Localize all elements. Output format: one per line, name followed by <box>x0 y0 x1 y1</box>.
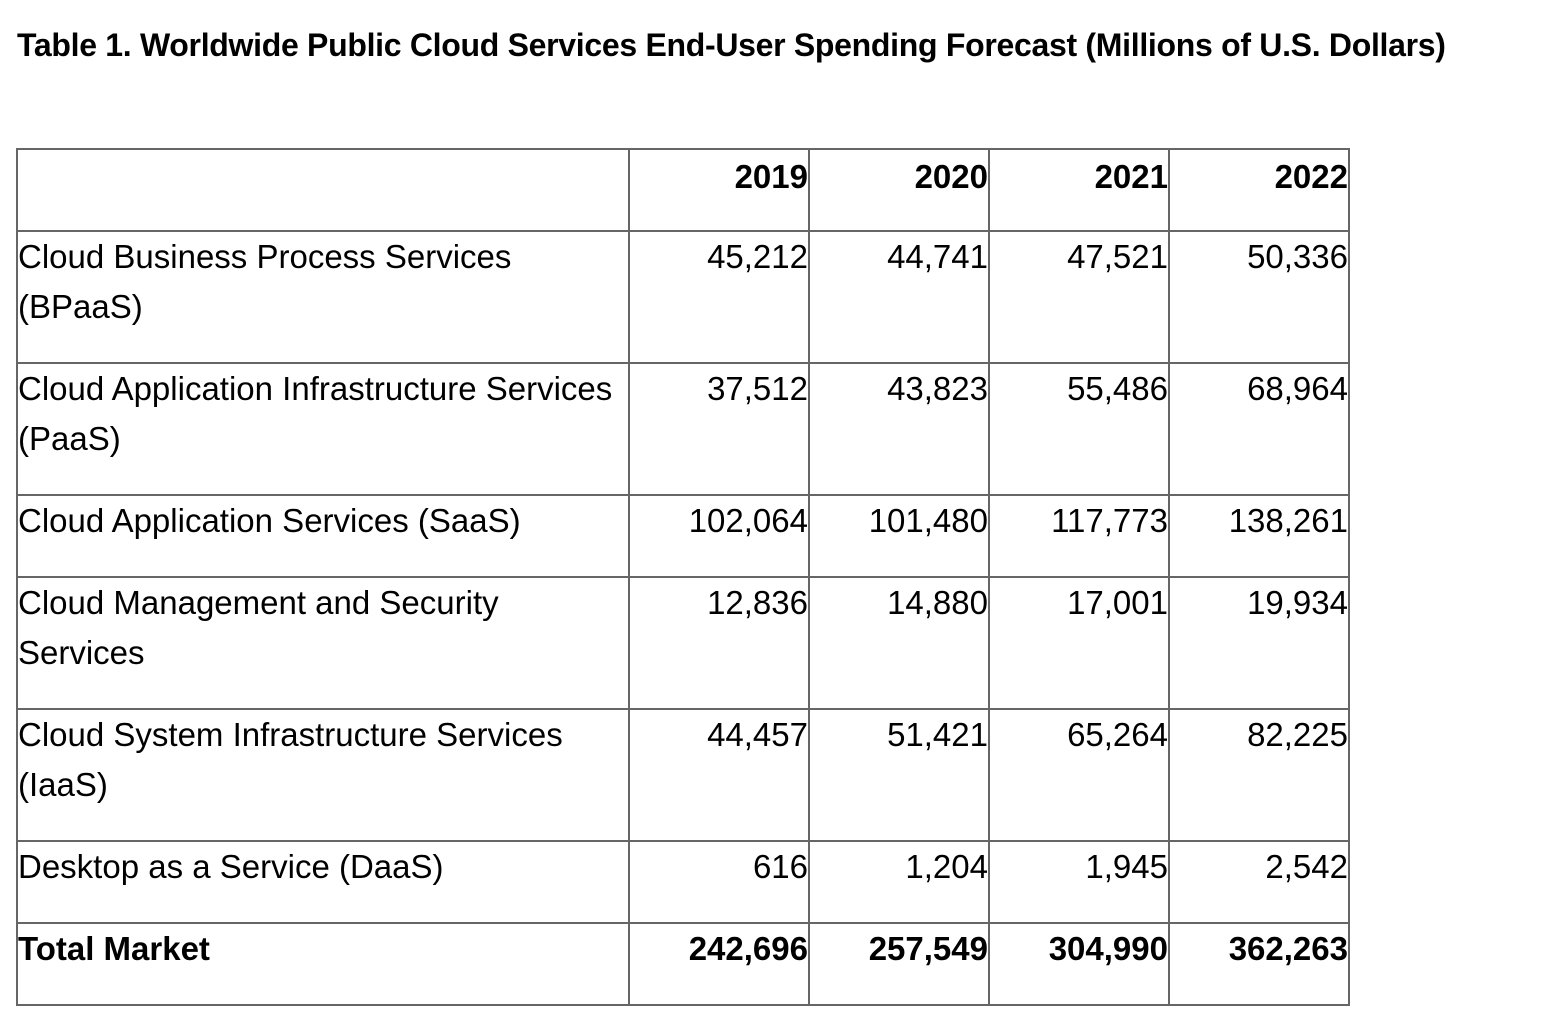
header-cell-2019: 2019 <box>629 149 809 231</box>
value-cell: 19,934 <box>1169 577 1349 709</box>
total-value-cell: 257,549 <box>809 923 989 1005</box>
value-cell: 616 <box>629 841 809 923</box>
value-cell: 37,512 <box>629 363 809 495</box>
table-row: Cloud Application Services (SaaS) 102,06… <box>17 495 1349 577</box>
row-label: Cloud Application Infrastructure Service… <box>17 363 629 495</box>
value-cell: 65,264 <box>989 709 1169 841</box>
value-cell: 17,001 <box>989 577 1169 709</box>
value-cell: 45,212 <box>629 231 809 363</box>
table-title: Table 1. Worldwide Public Cloud Services… <box>17 20 1537 70</box>
value-cell: 82,225 <box>1169 709 1349 841</box>
table-row: Cloud Management and Security Services 1… <box>17 577 1349 709</box>
value-cell: 50,336 <box>1169 231 1349 363</box>
value-cell: 51,421 <box>809 709 989 841</box>
value-cell: 44,741 <box>809 231 989 363</box>
header-row: 2019 2020 2021 2022 <box>17 149 1349 231</box>
value-cell: 43,823 <box>809 363 989 495</box>
table-row: Cloud Application Infrastructure Service… <box>17 363 1349 495</box>
value-cell: 47,521 <box>989 231 1169 363</box>
total-label: Total Market <box>17 923 629 1005</box>
header-cell-2020: 2020 <box>809 149 989 231</box>
value-cell: 102,064 <box>629 495 809 577</box>
table-row: Cloud Business Process Services (BPaaS) … <box>17 231 1349 363</box>
header-cell-2022: 2022 <box>1169 149 1349 231</box>
total-value-cell: 304,990 <box>989 923 1169 1005</box>
header-cell-2021: 2021 <box>989 149 1169 231</box>
value-cell: 117,773 <box>989 495 1169 577</box>
value-cell: 101,480 <box>809 495 989 577</box>
row-label: Cloud System Infrastructure Services (Ia… <box>17 709 629 841</box>
table-row: Cloud System Infrastructure Services (Ia… <box>17 709 1349 841</box>
header-cell-empty <box>17 149 629 231</box>
value-cell: 1,945 <box>989 841 1169 923</box>
value-cell: 44,457 <box>629 709 809 841</box>
spending-forecast-table: 2019 2020 2021 2022 Cloud Business Proce… <box>16 148 1350 1006</box>
row-label: Cloud Management and Security Services <box>17 577 629 709</box>
total-value-cell: 362,263 <box>1169 923 1349 1005</box>
row-label: Desktop as a Service (DaaS) <box>17 841 629 923</box>
total-value-cell: 242,696 <box>629 923 809 1005</box>
total-row: Total Market 242,696 257,549 304,990 362… <box>17 923 1349 1005</box>
table-row: Desktop as a Service (DaaS) 616 1,204 1,… <box>17 841 1349 923</box>
row-label: Cloud Application Services (SaaS) <box>17 495 629 577</box>
value-cell: 55,486 <box>989 363 1169 495</box>
value-cell: 14,880 <box>809 577 989 709</box>
value-cell: 2,542 <box>1169 841 1349 923</box>
value-cell: 1,204 <box>809 841 989 923</box>
value-cell: 12,836 <box>629 577 809 709</box>
row-label: Cloud Business Process Services (BPaaS) <box>17 231 629 363</box>
value-cell: 138,261 <box>1169 495 1349 577</box>
value-cell: 68,964 <box>1169 363 1349 495</box>
